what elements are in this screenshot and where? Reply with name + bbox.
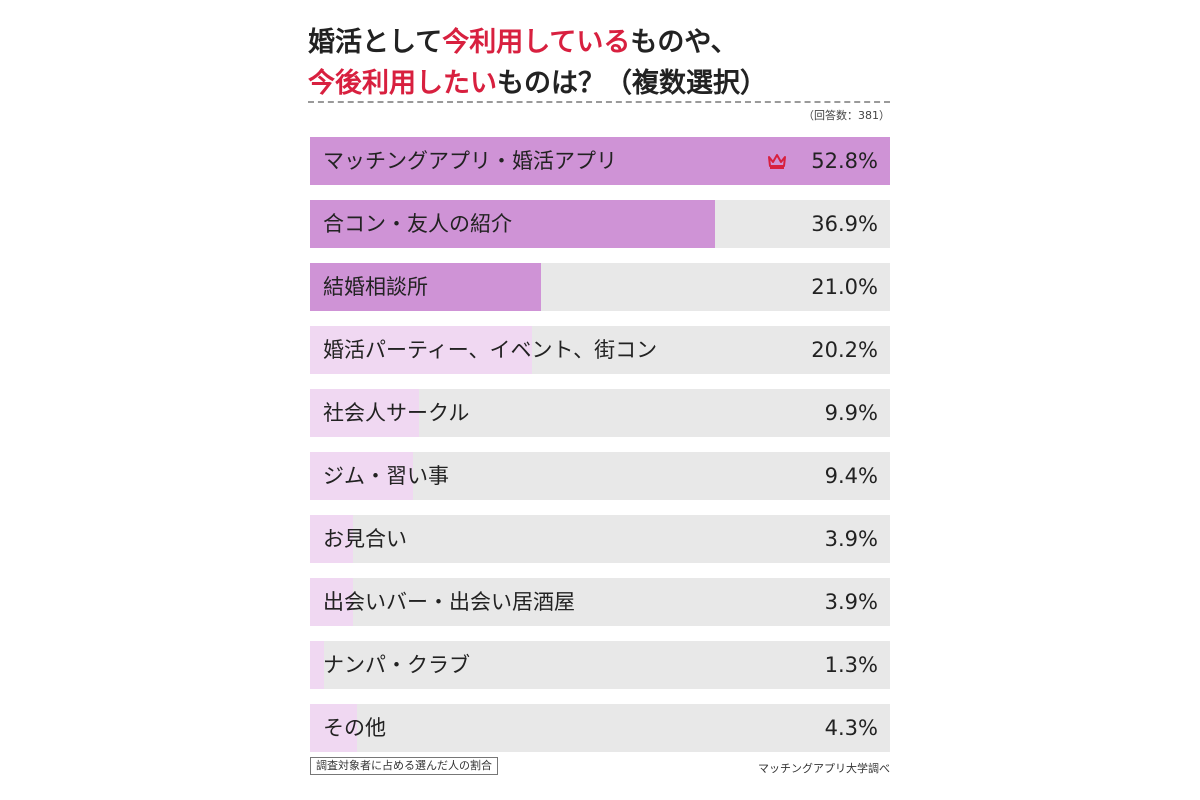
bar-row: 出会いバー・出会い居酒屋 3.9% [310,578,890,626]
value-label: 9.4% [824,464,878,488]
title-divider [308,101,890,103]
value-label: 3.9% [824,590,878,614]
category-label: お見合い [323,527,407,551]
value-label: 9.9% [824,401,878,425]
category-label: マッチングアプリ・婚活アプリ [323,149,617,173]
category-label: 婚活パーティー、イベント、街コン [323,338,658,362]
value-label: 4.3% [824,716,878,740]
value-label: 20.2% [811,338,878,362]
bar-row: マッチングアプリ・婚活アプリ 52.8% [310,137,890,185]
bar [310,704,358,752]
title-part-1: 婚活として [308,27,443,58]
category-label: ナンパ・クラブ [323,653,470,677]
category-label: 社会人サークル [323,401,470,425]
title-part-3: ものや、 [630,27,738,58]
category-label: ジム・習い事 [323,464,449,488]
value-label: 1.3% [824,653,878,677]
source-note: マッチングアプリ大学調べ [758,762,890,775]
bar [310,515,353,563]
bar-row: ジム・習い事 9.4% [310,452,890,500]
category-label: 合コン・友人の紹介 [323,212,512,236]
footnote: 調査対象者に占める選んだ人の割合 [310,757,498,775]
bar [310,326,532,374]
bar [310,389,419,437]
title-part-2: 今利用している [442,27,631,58]
category-label: 結婚相談所 [323,275,428,299]
bar-row: 結婚相談所 21.0% [310,263,890,311]
title-part-4: 今後利用したい [308,68,497,99]
respondent-count: （回答数：381） [803,109,890,122]
bar-row: ナンパ・クラブ 1.3% [310,641,890,689]
value-label: 21.0% [811,275,878,299]
bar-row: 合コン・友人の紹介 36.9% [310,200,890,248]
bar-row: 婚活パーティー、イベント、街コン 20.2% [310,326,890,374]
title-part-5: ものは？（複数選択） [497,68,767,99]
bar-row: お見合い 3.9% [310,515,890,563]
bar-row: 社会人サークル 9.9% [310,389,890,437]
category-label: その他 [323,716,386,740]
bar [310,452,414,500]
value-label: 36.9% [811,212,878,236]
crown-icon [768,154,786,169]
bar [310,578,353,626]
value-label: 3.9% [824,527,878,551]
category-label: 出会いバー・出会い居酒屋 [323,590,575,614]
bar [310,263,541,311]
bar-chart: マッチングアプリ・婚活アプリ 52.8% 合コン・友人の紹介 36.9% 結婚相談所 21… [310,137,890,767]
bar-row: その他 4.3% [310,704,890,752]
value-label: 52.8% [811,149,878,173]
bar [310,200,716,248]
bar [310,137,890,185]
bar [310,641,325,689]
chart-title: 婚活として今利用しているものや、今後利用したいものは？（複数選択） [308,22,767,104]
